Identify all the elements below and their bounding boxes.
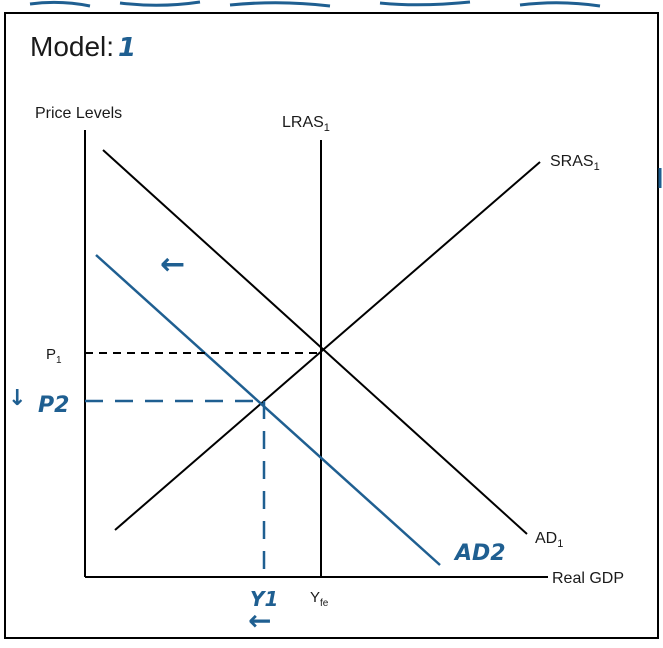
y-axis-label: Price Levels [35, 105, 122, 122]
p2-label: P2 [38, 393, 69, 418]
ad2-curve [95, 254, 441, 566]
x-axis-label: Real GDP [552, 570, 624, 587]
y1-arrow: ← [248, 604, 271, 637]
sras-label: SRAS1 [550, 153, 600, 173]
yfe-label: Yfe [310, 589, 329, 609]
diagram-frame [4, 12, 659, 639]
ad-shift-arrow: ← [160, 247, 185, 282]
cropped-handwriting [29, 0, 601, 8]
model-title: Model: [30, 31, 114, 62]
lras-label: LRAS1 [282, 114, 330, 134]
ad2-label: AD2 [453, 541, 506, 566]
p1-label: P1 [46, 346, 62, 366]
sras-curve [114, 161, 541, 531]
y1-label: Y1 [250, 587, 278, 611]
ad1-curve [102, 149, 528, 535]
ad1-label: AD1 [535, 530, 563, 550]
p2-arrow: ↓ [8, 386, 26, 411]
model-number: 1 [118, 33, 136, 63]
